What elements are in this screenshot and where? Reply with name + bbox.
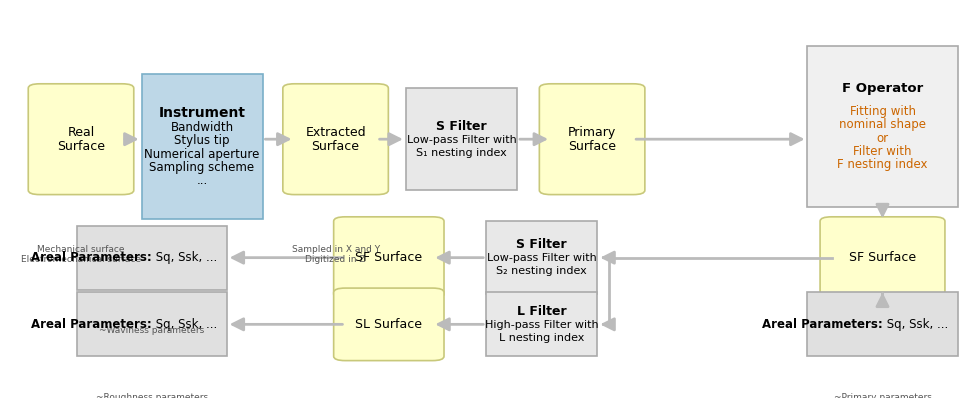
Text: S₂ nesting index: S₂ nesting index xyxy=(497,266,587,276)
Text: ...: ... xyxy=(196,174,208,187)
Text: Numerical aperture: Numerical aperture xyxy=(144,148,260,161)
Text: L Filter: L Filter xyxy=(517,305,566,318)
Text: SL Surface: SL Surface xyxy=(356,318,422,331)
Text: Low-pass Filter with: Low-pass Filter with xyxy=(487,253,597,263)
FancyBboxPatch shape xyxy=(486,293,598,356)
Text: Surface: Surface xyxy=(568,140,616,153)
Text: ~Waviness parameters: ~Waviness parameters xyxy=(99,326,204,335)
Text: F Operator: F Operator xyxy=(842,82,923,95)
Text: Instrument: Instrument xyxy=(159,106,246,120)
Text: nominal shape: nominal shape xyxy=(839,118,926,131)
Text: Sampled in X and Y
Digitized in Z: Sampled in X and Y Digitized in Z xyxy=(291,245,379,264)
Text: Extracted: Extracted xyxy=(306,126,366,139)
Text: Mechanical surface
Electromechanical surface: Mechanical surface Electromechanical sur… xyxy=(21,245,141,264)
Text: S Filter: S Filter xyxy=(516,238,567,252)
FancyBboxPatch shape xyxy=(333,288,444,361)
Text: Surface: Surface xyxy=(312,140,360,153)
Text: or: or xyxy=(876,132,889,145)
Text: Stylus tip: Stylus tip xyxy=(174,134,229,147)
Text: SF Surface: SF Surface xyxy=(356,251,422,264)
Text: L nesting index: L nesting index xyxy=(499,333,584,343)
FancyBboxPatch shape xyxy=(28,84,133,195)
Text: S₁ nesting index: S₁ nesting index xyxy=(416,148,507,158)
FancyBboxPatch shape xyxy=(333,217,444,298)
FancyBboxPatch shape xyxy=(539,84,645,195)
FancyBboxPatch shape xyxy=(808,46,957,207)
Text: Areal Parameters:: Areal Parameters: xyxy=(31,251,152,264)
Text: Areal Parameters:: Areal Parameters: xyxy=(31,318,152,331)
Text: SF Surface: SF Surface xyxy=(849,251,916,264)
Text: F nesting index: F nesting index xyxy=(837,158,928,172)
Text: Fitting with: Fitting with xyxy=(850,105,915,118)
Text: Primary: Primary xyxy=(568,126,616,139)
Text: Areal Parameters:: Areal Parameters: xyxy=(761,318,883,331)
Text: High-pass Filter with: High-pass Filter with xyxy=(485,320,599,330)
Text: Sq, Ssk, ...: Sq, Ssk, ... xyxy=(883,318,948,331)
Text: Real: Real xyxy=(68,126,95,139)
Text: ~Primary parameters: ~Primary parameters xyxy=(834,393,931,398)
Text: Bandwidth: Bandwidth xyxy=(171,121,233,134)
FancyBboxPatch shape xyxy=(820,217,945,298)
Text: Filter with: Filter with xyxy=(854,145,911,158)
FancyBboxPatch shape xyxy=(808,293,957,356)
Text: Sq, Ssk, ...: Sq, Ssk, ... xyxy=(152,251,217,264)
Text: Low-pass Filter with: Low-pass Filter with xyxy=(407,135,516,145)
FancyBboxPatch shape xyxy=(76,293,226,356)
Text: S Filter: S Filter xyxy=(436,120,487,133)
Text: Surface: Surface xyxy=(57,140,105,153)
FancyBboxPatch shape xyxy=(76,226,226,289)
Text: Sq, Ssk, ...: Sq, Ssk, ... xyxy=(152,318,217,331)
Text: Sampling scheme: Sampling scheme xyxy=(149,161,255,174)
FancyBboxPatch shape xyxy=(406,88,517,190)
FancyBboxPatch shape xyxy=(486,221,598,294)
FancyBboxPatch shape xyxy=(141,74,263,219)
Text: ~Roughness parameters: ~Roughness parameters xyxy=(96,393,208,398)
FancyBboxPatch shape xyxy=(283,84,388,195)
